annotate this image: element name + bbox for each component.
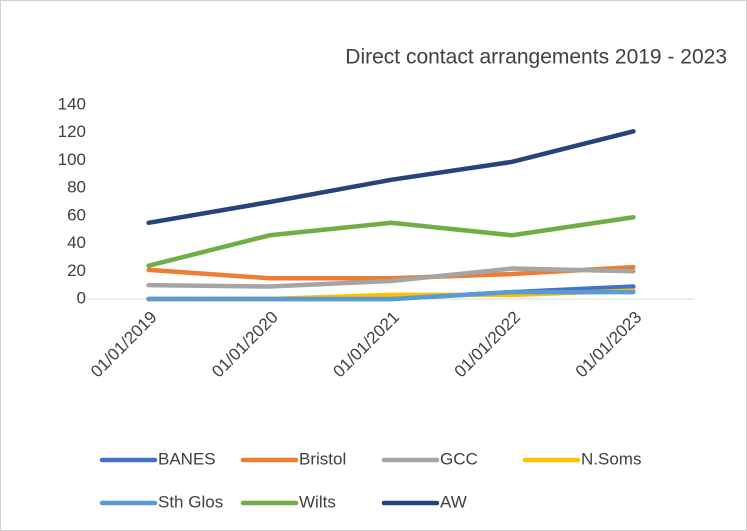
- series-line: [146, 214, 636, 268]
- legend-label: N.Soms: [581, 449, 641, 468]
- legend-label: Wilts: [299, 492, 336, 511]
- y-tick-label: 120: [58, 122, 86, 141]
- y-tick-label: 100: [58, 150, 86, 169]
- legend-label: BANES: [158, 449, 216, 468]
- series-line: [146, 264, 636, 281]
- legend-label: Sth Glos: [158, 492, 223, 511]
- legend-label: AW: [440, 492, 467, 511]
- y-tick-label: 0: [77, 288, 86, 307]
- series-line: [146, 289, 636, 302]
- y-tick-label: 60: [67, 205, 86, 224]
- y-tick-label: 140: [58, 94, 86, 113]
- series-line: [146, 266, 636, 289]
- legend-label: GCC: [440, 449, 478, 468]
- y-tick-label: 20: [67, 261, 86, 280]
- chart-title: Direct contact arrangements 2019 - 2023: [345, 46, 727, 69]
- y-tick-label: 40: [67, 233, 86, 252]
- series-line: [146, 129, 636, 226]
- y-tick-label: 80: [67, 178, 86, 197]
- legend-label: Bristol: [299, 449, 346, 468]
